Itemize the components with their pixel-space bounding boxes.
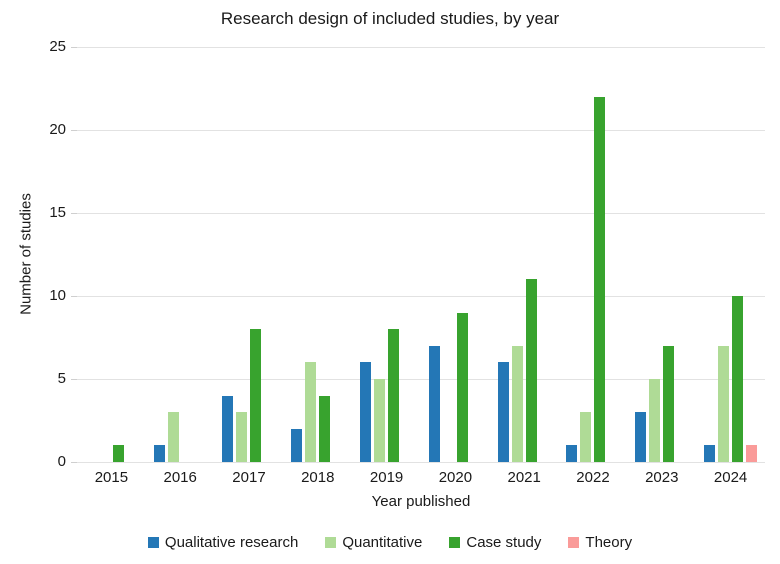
legend-swatch-theory xyxy=(568,537,580,548)
y-tick-label: 5 xyxy=(57,370,66,387)
bar-group-2023 xyxy=(627,47,696,462)
gridline-15 xyxy=(77,212,765,214)
y-tick-mark xyxy=(71,378,77,380)
gridline-20 xyxy=(77,129,765,131)
x-tick-label: 2023 xyxy=(645,469,679,486)
bar-qualitative-research-2019 xyxy=(360,362,372,462)
bar-case-study-2023 xyxy=(663,346,675,462)
legend-label: Theory xyxy=(585,534,633,551)
bar-quantitative-2023 xyxy=(649,379,661,462)
bar-qualitative-research-2018 xyxy=(291,429,303,462)
y-tick-label: 10 xyxy=(49,287,66,304)
x-axis-title: Year published xyxy=(371,493,471,510)
legend-swatch-quantitative xyxy=(325,537,337,548)
y-tick-mark xyxy=(71,212,77,214)
y-tick-mark xyxy=(71,129,77,131)
bar-group-2022 xyxy=(559,47,628,462)
bar-case-study-2015 xyxy=(112,445,124,462)
bar-qualitative-research-2024 xyxy=(704,445,716,462)
bar-case-study-2021 xyxy=(525,279,537,462)
bar-qualitative-research-2021 xyxy=(497,362,509,462)
y-tick-mark xyxy=(71,461,77,463)
y-tick-mark xyxy=(71,295,77,297)
bar-group-2017 xyxy=(215,47,284,462)
legend-label: Quantitative xyxy=(342,534,423,551)
legend-item-case-study: Case study xyxy=(449,534,541,551)
x-tick-label: 2017 xyxy=(232,469,266,486)
bar-group-2024 xyxy=(696,47,765,462)
bar-case-study-2019 xyxy=(388,329,400,462)
bar-group-2016 xyxy=(146,47,215,462)
bar-qualitative-research-2016 xyxy=(153,445,165,462)
bar-theory-2024 xyxy=(746,445,758,462)
bar-group-2021 xyxy=(490,47,559,462)
bar-case-study-2022 xyxy=(594,97,606,462)
y-tick-label: 0 xyxy=(57,453,66,470)
gridline-0 xyxy=(77,461,765,463)
bar-case-study-2020 xyxy=(456,313,468,462)
bar-group-2019 xyxy=(352,47,421,462)
x-tick-label: 2019 xyxy=(369,469,404,486)
bar-case-study-2024 xyxy=(732,296,744,462)
x-tick-label: 2015 xyxy=(94,469,129,486)
bar-quantitative-2016 xyxy=(167,412,179,462)
y-tick-mark xyxy=(71,46,77,48)
x-tick-label: 2020 xyxy=(438,469,473,486)
y-tick-label: 15 xyxy=(49,204,66,221)
bar-quantitative-2019 xyxy=(374,379,386,462)
bar-group-2020 xyxy=(421,47,490,462)
bar-quantitative-2018 xyxy=(305,362,317,462)
bar-group-2015 xyxy=(77,47,146,462)
bar-quantitative-2024 xyxy=(718,346,730,462)
bar-quantitative-2022 xyxy=(580,412,592,462)
plot-area xyxy=(77,46,765,463)
gridline-25 xyxy=(77,46,765,48)
bar-quantitative-2021 xyxy=(511,346,523,462)
bar-case-study-2017 xyxy=(250,329,262,462)
legend-swatch-qualitative-research xyxy=(147,537,159,548)
bar-qualitative-research-2017 xyxy=(222,396,234,462)
chart-title: Research design of included studies, by … xyxy=(220,9,560,28)
legend-item-quantitative: Quantitative xyxy=(325,534,422,551)
legend: Qualitative research Quantitative Case stu… xyxy=(0,534,780,551)
bar-quantitative-2017 xyxy=(236,412,248,462)
bar-qualitative-research-2022 xyxy=(566,445,578,462)
legend-item-theory: Theory xyxy=(568,534,632,551)
gridline-5 xyxy=(77,378,765,380)
y-tick-label: 20 xyxy=(49,121,66,138)
bar-case-study-2018 xyxy=(319,396,331,462)
legend-label: Qualitative research xyxy=(164,534,299,551)
legend-swatch-case-study xyxy=(449,537,461,548)
y-tick-label: 25 xyxy=(49,38,66,55)
x-tick-label: 2016 xyxy=(163,469,197,486)
x-tick-label: 2022 xyxy=(576,469,610,486)
x-tick-label: 2024 xyxy=(713,469,748,486)
gridline-10 xyxy=(77,295,765,297)
x-tick-label: 2021 xyxy=(507,469,541,486)
bar-qualitative-research-2020 xyxy=(428,346,440,462)
legend-item-qualitative-research: Qualitative research xyxy=(147,534,299,551)
legend-label: Case study xyxy=(466,534,542,551)
bar-group-2018 xyxy=(283,47,352,462)
bar-qualitative-research-2023 xyxy=(635,412,647,462)
x-tick-label: 2018 xyxy=(301,469,335,486)
